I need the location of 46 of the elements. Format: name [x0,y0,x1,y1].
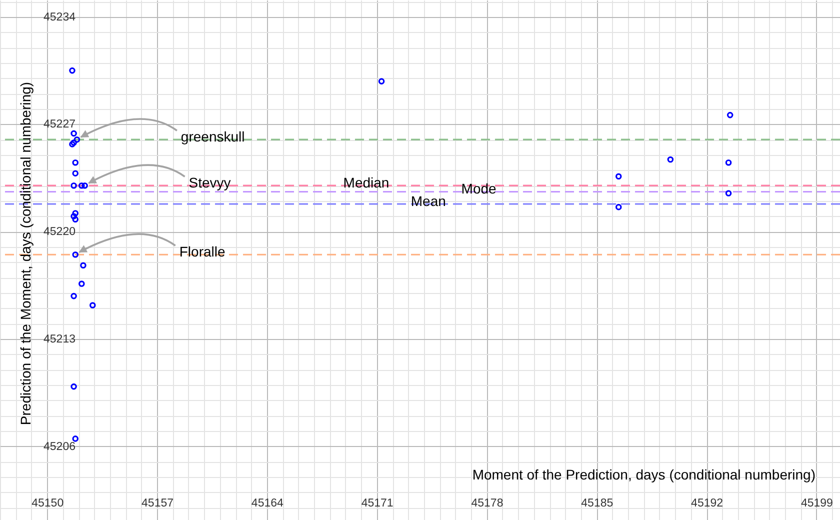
ref-line-label: Mean [410,193,446,210]
point [725,190,732,196]
annotation: Floralle [179,244,226,260]
point [70,292,77,300]
x-tick-label: 45185 [581,498,614,510]
point [378,78,385,84]
point [72,436,79,442]
y-tick-label: 45220 [44,226,76,238]
y-tick-label: 45227 [44,118,76,131]
point [72,210,79,216]
x-tick-label: 45192 [691,498,724,510]
y-axis-title: Prediction of the Moment, days (conditional numbering) [18,82,34,426]
point [70,213,77,220]
x-tick-label: 45150 [32,498,64,510]
point [615,173,622,180]
x-tick-label: 45164 [251,498,284,510]
point [69,67,76,74]
point [72,170,79,176]
point [725,159,732,166]
y-tick-label: 45213 [44,333,76,346]
point [70,383,77,390]
point [89,302,96,308]
x-tick-label: 45157 [142,498,174,510]
ref-line-label: Mode [461,180,497,197]
y-tick-label: 45234 [44,11,76,24]
x-tick-label: 45171 [361,498,394,510]
point [72,251,79,258]
point [70,182,77,189]
point [667,156,674,163]
annotation: Stevyy [188,174,231,191]
point [70,130,77,137]
point [80,262,86,269]
point [74,136,80,143]
point [82,182,88,189]
point [72,216,79,222]
y-tick-label: 45206 [44,440,76,453]
annotation: greenskull [180,128,245,145]
point [72,159,79,166]
x-tick-label: 45178 [471,498,504,510]
x-axis-title: Moment of the Prediction, days (conditional numbering) [472,466,816,482]
point [78,182,85,189]
point [78,280,85,287]
ref-line-label: Median [343,174,390,191]
point [726,112,734,118]
point [615,204,622,210]
x-tick-label: 45199 [800,498,833,510]
